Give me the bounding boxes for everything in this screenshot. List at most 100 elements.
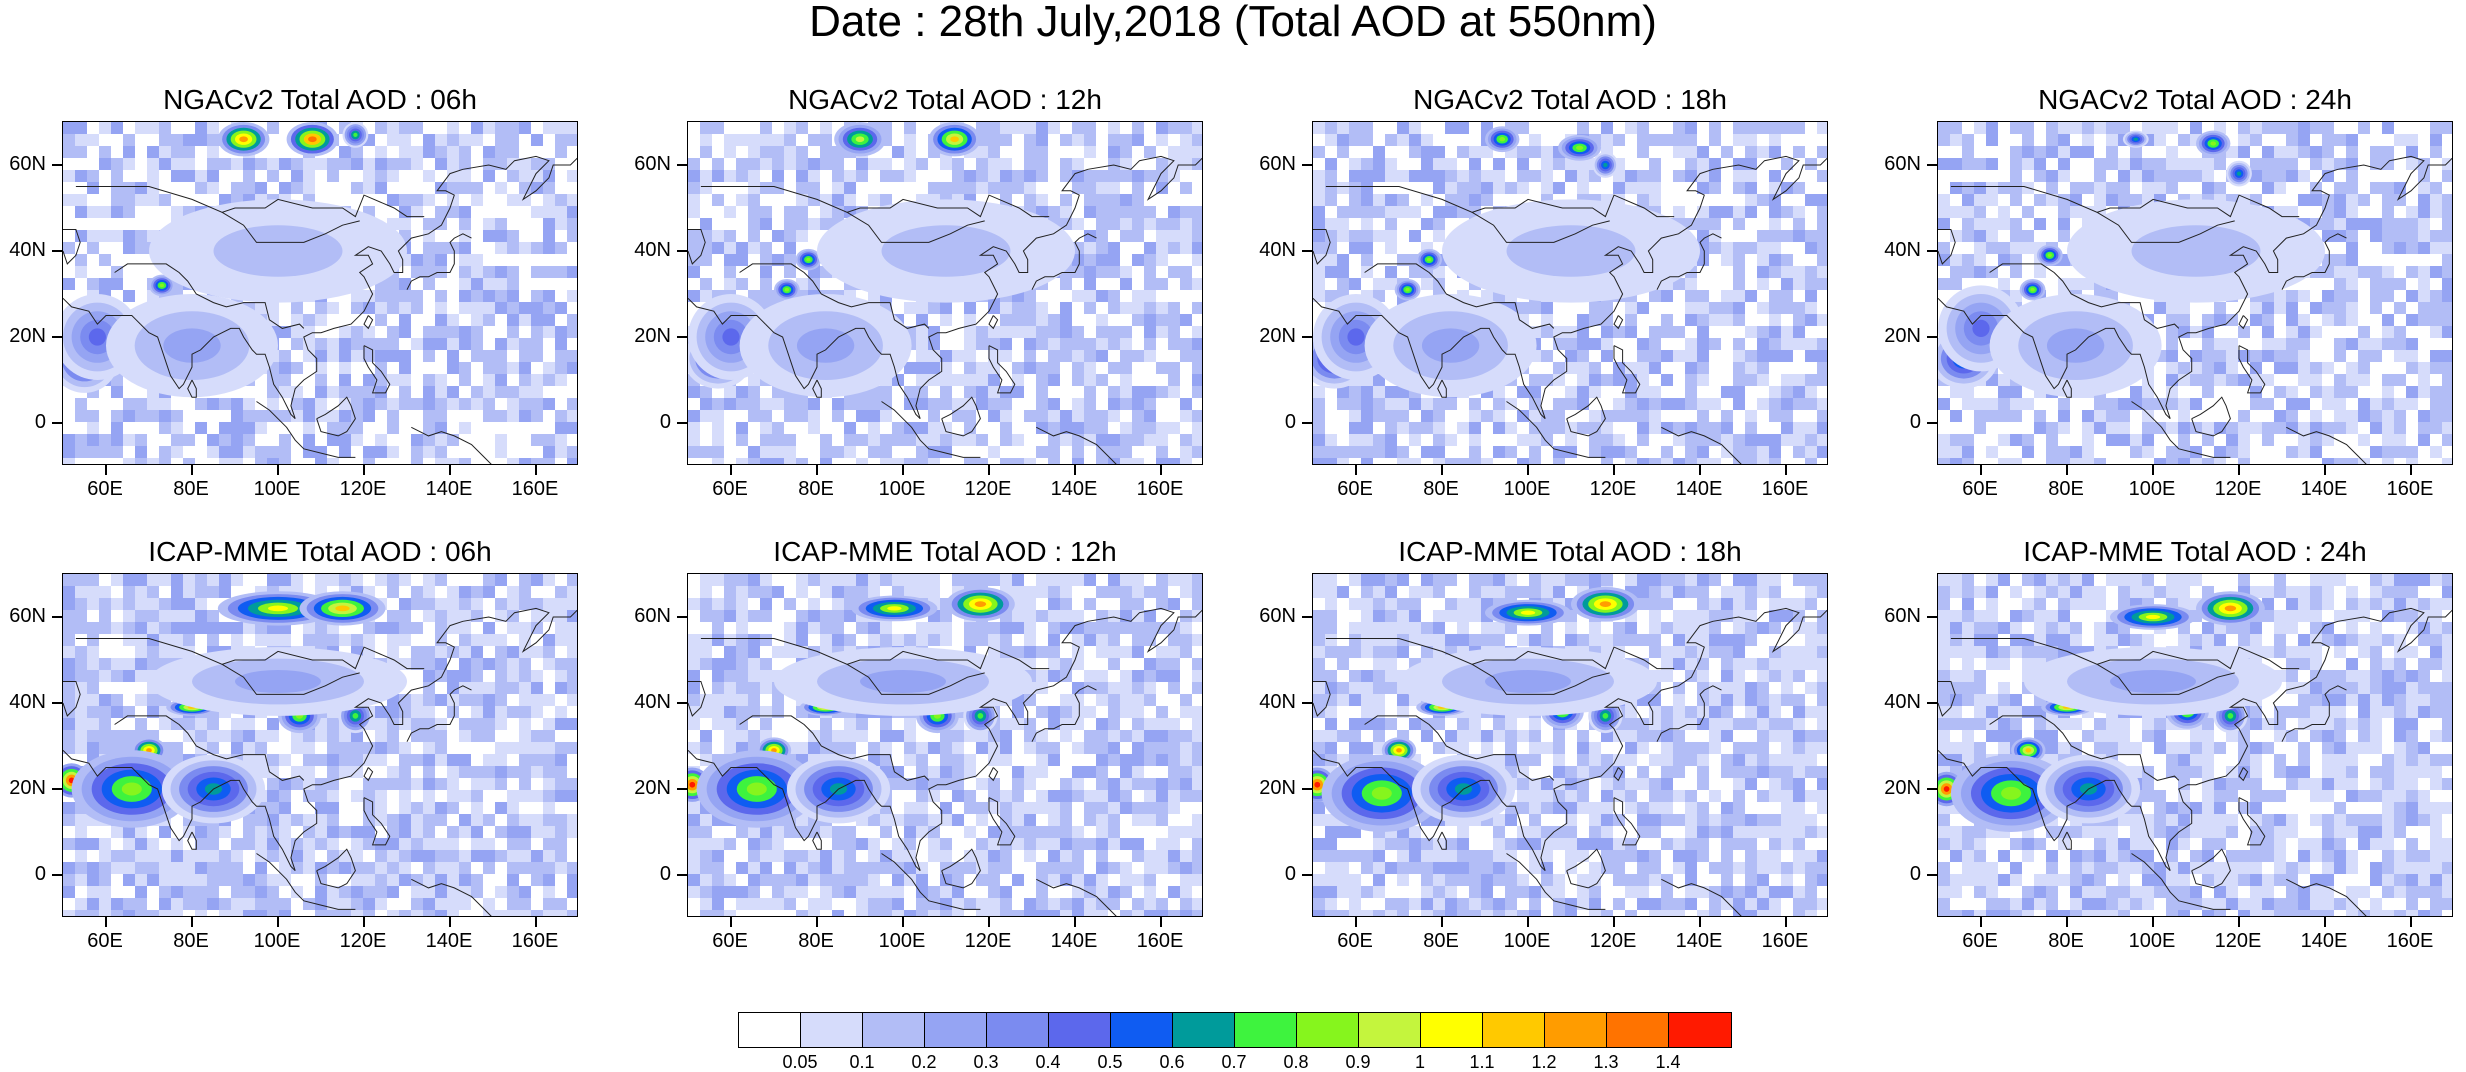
aod-cell — [928, 314, 940, 326]
aod-cell — [423, 170, 435, 182]
x-tick-label: 160E — [1120, 478, 1200, 500]
aod-cell — [2190, 122, 2202, 134]
aod-cell — [1361, 434, 1373, 446]
aod-cell — [387, 338, 399, 350]
aod-cell — [555, 398, 567, 410]
aod-cell — [2190, 326, 2202, 338]
aod-cell — [2370, 134, 2382, 146]
aod-cell — [483, 134, 495, 146]
aod-cell — [1998, 398, 2010, 410]
aod-cell — [1709, 146, 1721, 158]
aod-cell — [2418, 230, 2430, 242]
aod-cell — [760, 206, 772, 218]
aod-cell — [1012, 194, 1024, 206]
aod-cell — [1120, 218, 1132, 230]
aod-cell — [1144, 218, 1156, 230]
aod-cell — [2190, 314, 2202, 326]
aod-cell — [1974, 266, 1986, 278]
aod-cell — [183, 434, 195, 446]
aod-cell — [567, 326, 578, 338]
aod-cell — [1781, 386, 1793, 398]
aod-cell — [688, 134, 700, 146]
aod-cell — [471, 410, 483, 422]
aod-cell — [940, 170, 952, 182]
aod-cell — [2418, 242, 2430, 254]
aod-cell — [339, 338, 351, 350]
aod-cell — [87, 434, 99, 446]
aod-cell — [1745, 254, 1757, 266]
aod-cell — [784, 410, 796, 422]
aod-cell — [1589, 398, 1601, 410]
aod-cell — [447, 350, 459, 362]
aod-cell — [2442, 254, 2453, 266]
aod-cell — [2262, 386, 2274, 398]
aod-cell — [63, 134, 75, 146]
aod-cell — [1084, 302, 1096, 314]
aod-cell — [1180, 434, 1192, 446]
aod-cell — [1721, 170, 1733, 182]
aod-cell — [1084, 458, 1096, 465]
aod-cell — [1060, 398, 1072, 410]
aod-cell — [495, 458, 507, 465]
aod-cell — [736, 386, 748, 398]
aod-cell — [2334, 134, 2346, 146]
aod-cell — [1192, 326, 1203, 338]
aod-cell — [159, 194, 171, 206]
aod-cell — [820, 194, 832, 206]
aod-cell — [435, 146, 447, 158]
aod-cell — [2406, 290, 2418, 302]
aod-cell — [1962, 398, 1974, 410]
aod-cell — [2010, 194, 2022, 206]
aod-cell — [1012, 146, 1024, 158]
aod-cell — [1793, 182, 1805, 194]
aod-cell — [279, 374, 291, 386]
aod-cell — [868, 422, 880, 434]
aod-cell — [1697, 350, 1709, 362]
aod-cell — [1469, 182, 1481, 194]
aod-cell — [459, 398, 471, 410]
aod-cell — [495, 410, 507, 422]
aod-cell — [159, 410, 171, 422]
aod-cell — [2322, 350, 2334, 362]
aod-cell — [832, 182, 844, 194]
aod-cell — [1349, 194, 1361, 206]
aod-cell — [1721, 266, 1733, 278]
aod-cell — [1084, 422, 1096, 434]
aod-cell — [1565, 374, 1577, 386]
aod-cell — [2274, 374, 2286, 386]
aod-cell — [219, 158, 231, 170]
aod-cell — [2094, 158, 2106, 170]
aod-cell — [1721, 374, 1733, 386]
aod-cell — [2058, 146, 2070, 158]
aod-cell — [928, 434, 940, 446]
x-tick — [277, 465, 279, 475]
aod-cell — [2274, 158, 2286, 170]
aod-cell — [952, 338, 964, 350]
aod-cell — [1385, 458, 1397, 465]
aod-cell — [303, 446, 315, 458]
aod-plume — [1427, 258, 1431, 262]
aod-cell — [1072, 206, 1084, 218]
aod-cell — [1180, 422, 1192, 434]
aod-cell — [1986, 242, 1998, 254]
aod-cell — [1024, 422, 1036, 434]
aod-cell — [1998, 206, 2010, 218]
aod-cell — [724, 422, 736, 434]
aod-cell — [267, 146, 279, 158]
aod-cell — [339, 446, 351, 458]
aod-cell — [1817, 134, 1828, 146]
aod-cell — [1421, 134, 1433, 146]
aod-cell — [748, 434, 760, 446]
aod-cell — [411, 194, 423, 206]
aod-cell — [2034, 158, 2046, 170]
aod-cell — [1120, 434, 1132, 446]
aod-cell — [1974, 182, 1986, 194]
aod-cell — [856, 158, 868, 170]
aod-cell — [1469, 458, 1481, 465]
aod-cell — [1613, 458, 1625, 465]
aod-cell — [75, 122, 87, 134]
aod-cell — [1601, 350, 1613, 362]
aod-cell — [2442, 230, 2453, 242]
aod-cell — [2130, 158, 2142, 170]
aod-cell — [2094, 194, 2106, 206]
